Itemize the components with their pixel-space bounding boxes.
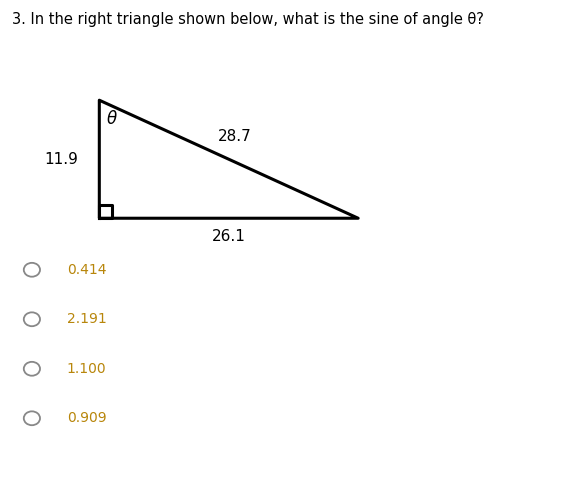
Text: 1.100: 1.100 xyxy=(67,362,106,376)
Text: 11.9: 11.9 xyxy=(44,152,78,167)
Text: 28.7: 28.7 xyxy=(218,129,252,144)
Text: 0.909: 0.909 xyxy=(67,411,106,425)
Text: θ: θ xyxy=(106,110,117,128)
Text: 3. In the right triangle shown below, what is the sine of angle θ?: 3. In the right triangle shown below, wh… xyxy=(12,12,484,27)
Text: 26.1: 26.1 xyxy=(212,229,246,244)
Text: 0.414: 0.414 xyxy=(67,263,106,277)
Text: 2.191: 2.191 xyxy=(67,312,107,326)
